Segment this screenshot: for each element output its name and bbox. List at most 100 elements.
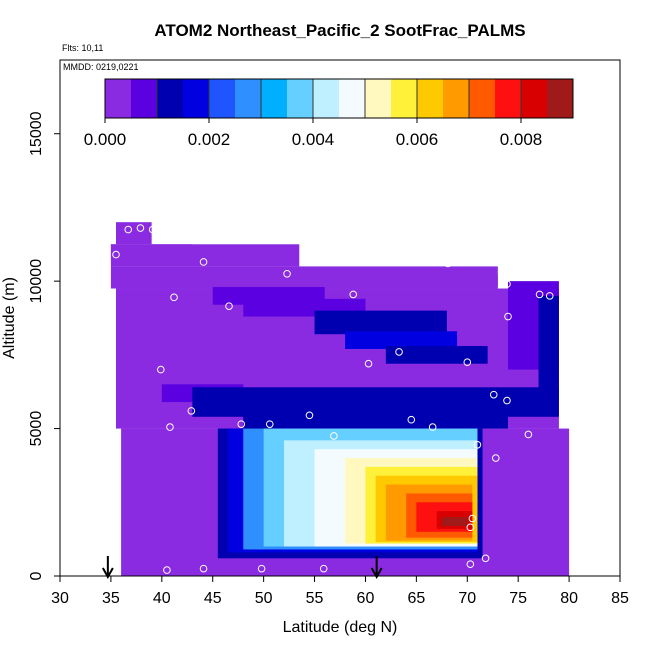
- sample-point: [148, 225, 157, 234]
- sample-point: [199, 258, 208, 266]
- sample-point: [136, 224, 145, 232]
- x-tick-label: 60: [357, 590, 375, 607]
- colorbar-swatch: [495, 79, 522, 118]
- chart-title: ATOM2 Northeast_Pacific_2 SootFrac_PALMS: [154, 21, 525, 40]
- sample-point: [503, 280, 511, 288]
- heatmap-cell: [345, 331, 458, 349]
- x-axis-label: Latitude (deg N): [283, 619, 398, 636]
- sample-point: [463, 358, 472, 367]
- heatmap-cell: [538, 295, 559, 400]
- colorbar: 0.000 0.002 0.004 0.006 0.008: [84, 78, 574, 149]
- colorbar-swatch: [365, 79, 392, 118]
- sample-point: [407, 415, 416, 424]
- sample-point: [112, 250, 120, 259]
- heatmap-cell: [441, 517, 468, 526]
- sample-point: [283, 269, 291, 278]
- colorbar-swatch: [313, 79, 340, 118]
- y-axis: 0 5000 10000 15000: [28, 111, 60, 580]
- sample-point: [466, 523, 475, 532]
- sample-point: [535, 290, 544, 299]
- sample-point: [237, 420, 246, 428]
- y-tick-label: 0: [28, 571, 45, 580]
- sample-point: [305, 411, 314, 420]
- colorbar-frame: [104, 78, 574, 119]
- sample-point: [157, 365, 165, 374]
- sample-point: [257, 564, 266, 573]
- sample-point: [349, 290, 358, 299]
- colorbar-swatch: [183, 79, 210, 118]
- heatmap-field: [110, 222, 570, 576]
- colorbar-tick-label: 0.006: [396, 130, 439, 149]
- colorbar-swatch: [287, 79, 314, 118]
- colorbar-tick-label: 0.004: [292, 130, 335, 149]
- sample-point: [163, 566, 171, 574]
- heatmap-cell: [314, 310, 447, 335]
- sample-point: [124, 225, 133, 234]
- sample-point: [166, 423, 174, 431]
- heatmap-cell: [116, 222, 152, 245]
- colorbar-swatch: [391, 79, 418, 118]
- x-tick-label: 85: [611, 590, 629, 607]
- profile-arrows: [101, 556, 383, 580]
- sample-point: [170, 293, 178, 302]
- sample-point: [187, 407, 196, 415]
- sample-point: [466, 560, 475, 569]
- heatmap-cell: [243, 410, 509, 429]
- sample-point: [481, 554, 490, 563]
- heatmap-cell: [110, 244, 300, 267]
- colorbar-swatch: [261, 79, 288, 118]
- sample-point: [225, 302, 233, 311]
- sample-point: [489, 390, 498, 399]
- colorbar-swatch: [157, 79, 184, 118]
- y-tick-label: 10000: [28, 259, 45, 304]
- colorbar-swatch: [469, 79, 496, 118]
- sample-point: [473, 440, 482, 449]
- colorbar-swatch: [339, 79, 366, 118]
- colorbar-swatch: [521, 79, 548, 118]
- sample-point: [524, 430, 533, 439]
- arrow-head: [101, 567, 114, 580]
- sample-point: [364, 359, 373, 368]
- heatmap-cell: [385, 346, 488, 364]
- x-tick-label: 35: [102, 590, 120, 607]
- x-tick-label: 70: [458, 590, 476, 607]
- colorbar-swatch: [131, 79, 158, 118]
- x-tick-label: 45: [204, 590, 222, 607]
- sample-point: [564, 399, 572, 408]
- x-tick-label: 65: [407, 590, 425, 607]
- sample-point: [491, 454, 500, 462]
- colorbar-tick-label: 0.000: [84, 130, 127, 149]
- plot-frame: [59, 59, 621, 577]
- sample-point: [468, 514, 477, 523]
- y-axis-label: Altitude (m): [1, 277, 18, 359]
- sample-points: [112, 224, 572, 574]
- heatmap-cell: [110, 266, 498, 289]
- sample-point: [444, 259, 452, 268]
- sample-point: [428, 423, 437, 431]
- x-tick-label: 55: [306, 590, 324, 607]
- sample-point: [503, 396, 511, 405]
- x-tick-label: 40: [153, 590, 171, 607]
- sample-point: [395, 348, 403, 356]
- heatmap-cell: [467, 275, 498, 288]
- dates-label: MMDD: 0219,0221: [63, 62, 139, 72]
- sample-point: [319, 564, 328, 573]
- x-axis: 30 35 40 45 50 55 60 65 70 75 80 85: [51, 576, 629, 607]
- colorbar-swatch: [105, 79, 132, 118]
- x-tick-label: 30: [51, 590, 69, 607]
- x-tick-label: 80: [560, 590, 578, 607]
- y-tick-label: 5000: [28, 411, 45, 447]
- colorbar-swatch: [417, 79, 444, 118]
- colorbar-swatch: [235, 79, 262, 118]
- sample-point: [330, 432, 338, 440]
- x-tick-label: 75: [509, 590, 527, 607]
- colorbar-swatch: [209, 79, 236, 118]
- x-tick-label: 50: [255, 590, 273, 607]
- colorbar-tick-label: 0.008: [500, 130, 543, 149]
- arrow-head: [370, 567, 383, 580]
- colorbar-swatch: [443, 79, 470, 118]
- sample-point: [504, 312, 512, 321]
- y-tick-label: 15000: [28, 111, 45, 156]
- sample-point: [545, 292, 554, 300]
